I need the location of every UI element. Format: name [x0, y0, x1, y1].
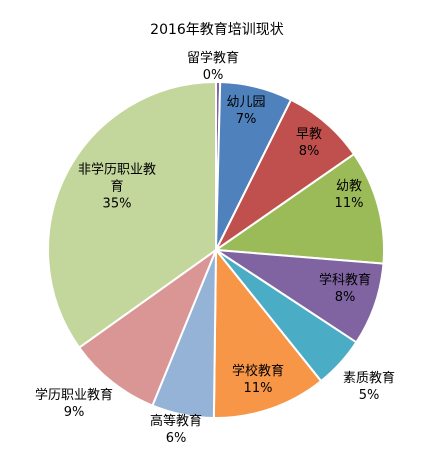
slice-label: 学校教育: [232, 363, 284, 379]
slice-label: 留学教育: [187, 50, 239, 66]
slice-percent-label: 11%: [335, 196, 364, 211]
slice-percent-label: 5%: [359, 388, 380, 403]
slice-label: 幼教: [336, 178, 362, 194]
slice-percent-label: 7%: [236, 112, 257, 127]
slice-percent-label: 8%: [299, 144, 320, 159]
chart-title: 2016年教育培训现状: [150, 22, 284, 38]
slice-label: 非学历职业教: [78, 162, 156, 178]
slice-label: 育: [110, 179, 123, 195]
slice-labels: 留学教育 0%幼儿园 7% 早教 8% 幼教 11% 学科教育 8% 素质教育 5% 学校教育 11% 高…: [35, 50, 395, 446]
slice-percent-label: 6%: [166, 431, 187, 446]
pie-slice: [213, 152, 385, 265]
slice-percent-label: 11%: [244, 381, 273, 396]
slice-label: 学科教育: [319, 272, 371, 288]
pie-slice: [77, 247, 219, 407]
slice-label: 素质教育: [343, 370, 395, 386]
slice-percent-label: 9%: [64, 405, 85, 420]
pie-slice: [47, 80, 217, 349]
slice-percent-label: 0%: [203, 68, 224, 83]
pie-slices: [47, 80, 385, 419]
pie-slice: [212, 247, 323, 419]
slice-label: 早教: [296, 126, 322, 142]
slice-percent-label: 35%: [103, 197, 132, 212]
slice-percent-label: 8%: [335, 290, 356, 305]
slice-label: 高等教育: [150, 413, 202, 429]
slice-label: 学历职业教育: [35, 387, 113, 403]
slice-label: 幼儿园: [226, 95, 265, 110]
